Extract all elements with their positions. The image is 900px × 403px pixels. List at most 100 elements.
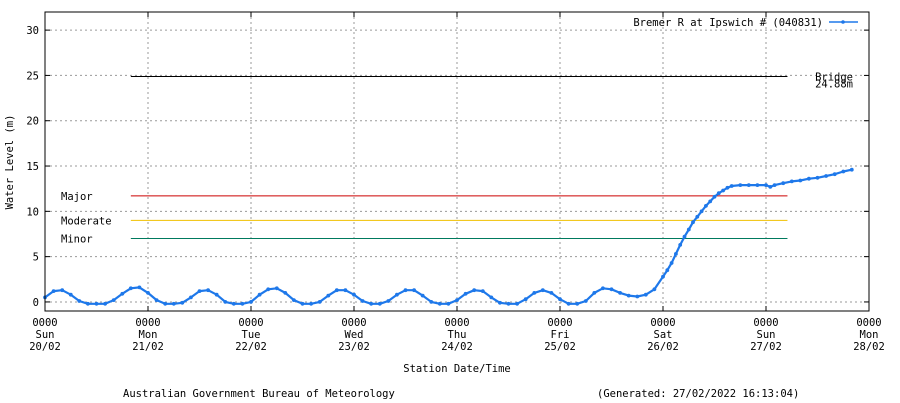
data-point (832, 172, 837, 177)
data-point (197, 289, 202, 293)
data-point (678, 243, 683, 247)
x-tick-label: Sat (654, 329, 673, 341)
footer-generated: (Generated: 27/02/2022 16:13:04) (597, 388, 800, 400)
data-point (223, 300, 228, 304)
data-point (334, 288, 339, 293)
data-point (343, 288, 348, 293)
x-tick-label: 20/02 (29, 341, 61, 353)
data-point (635, 294, 640, 299)
data-point (558, 297, 562, 302)
x-tick-label: 0000 (135, 317, 160, 329)
x-tick-label: Wed (345, 329, 364, 341)
data-point (841, 169, 846, 174)
data-point (772, 183, 777, 188)
plot-frame (44, 11, 870, 312)
data-point (798, 178, 803, 183)
data-point (686, 227, 691, 232)
data-point (540, 288, 545, 293)
data-point (352, 292, 356, 297)
threshold-label: Moderate (61, 215, 112, 227)
data-point (691, 220, 695, 225)
x-tick-label: 24/02 (441, 341, 473, 353)
data-point (746, 183, 751, 188)
x-tick-label: 23/02 (338, 341, 370, 353)
series-layer (43, 167, 854, 306)
data-point (51, 289, 56, 293)
threshold-label: Minor (61, 234, 93, 246)
x-tick-label: 0000 (341, 317, 366, 329)
data-point (403, 288, 408, 293)
data-point (669, 261, 674, 265)
data-point (360, 299, 365, 303)
data-point (103, 301, 107, 306)
x-tick-label: Fri (551, 329, 570, 341)
data-point (609, 287, 614, 292)
data-point (171, 301, 176, 306)
data-point (472, 288, 477, 293)
y-tick-label: 30 (26, 25, 39, 37)
data-point (712, 194, 717, 199)
data-point (377, 301, 382, 306)
x-tick-label: Sun (36, 329, 55, 341)
x-tick-label: 0000 (650, 317, 675, 329)
data-point (523, 297, 528, 302)
data-point (257, 292, 262, 297)
data-point (566, 301, 571, 306)
y-tick-label: 25 (26, 70, 39, 82)
threshold-value-label: 24.88m (815, 79, 853, 91)
data-point (446, 301, 451, 306)
data-point (515, 301, 519, 306)
y-tick-label: 5 (33, 252, 39, 264)
data-point (489, 295, 494, 300)
data-point (317, 300, 322, 304)
data-point (300, 301, 305, 306)
data-point (601, 286, 605, 291)
data-point (498, 300, 502, 305)
data-point (532, 291, 537, 295)
data-point (506, 301, 511, 306)
axis-ticks: 0510152025300000Sun20/020000Mon21/020000… (26, 12, 885, 353)
data-point (665, 268, 670, 273)
data-point (412, 288, 416, 293)
threshold-label: Bridge (815, 72, 853, 84)
x-tick-label: 0000 (753, 317, 778, 329)
data-point (480, 289, 485, 293)
x-tick-label: 28/02 (853, 341, 885, 353)
grid (44, 12, 870, 311)
data-point (661, 274, 665, 279)
x-tick-label: 0000 (32, 317, 57, 329)
data-point (240, 301, 245, 306)
data-point (146, 291, 150, 295)
y-tick-label: 15 (26, 161, 39, 173)
data-point (429, 300, 434, 304)
data-point (395, 292, 399, 297)
data-point (704, 204, 708, 208)
data-point (815, 175, 820, 180)
data-point (369, 301, 374, 306)
x-tick-label: 0000 (547, 317, 572, 329)
x-tick-label: Mon (139, 329, 158, 341)
data-point (699, 209, 704, 214)
data-point (755, 183, 760, 188)
y-tick-label: 10 (26, 206, 39, 218)
data-point (674, 252, 678, 256)
data-point (592, 291, 597, 295)
data-point (94, 301, 99, 306)
data-point (583, 299, 588, 303)
data-point (695, 214, 700, 219)
x-tick-label: Thu (448, 329, 467, 341)
x-tick-label: 26/02 (647, 341, 679, 353)
data-point (154, 298, 159, 302)
data-point (386, 299, 391, 303)
data-point (682, 234, 687, 239)
x-tick-label: Mon (860, 329, 879, 341)
data-point (292, 298, 296, 302)
data-point (549, 291, 554, 295)
series-line (44, 168, 853, 305)
x-axis-label: Station Date/Time (403, 363, 510, 375)
x-tick-label: 0000 (444, 317, 469, 329)
data-point (764, 183, 768, 188)
threshold-label: Major (61, 191, 93, 203)
y-tick-label: 0 (33, 297, 39, 309)
